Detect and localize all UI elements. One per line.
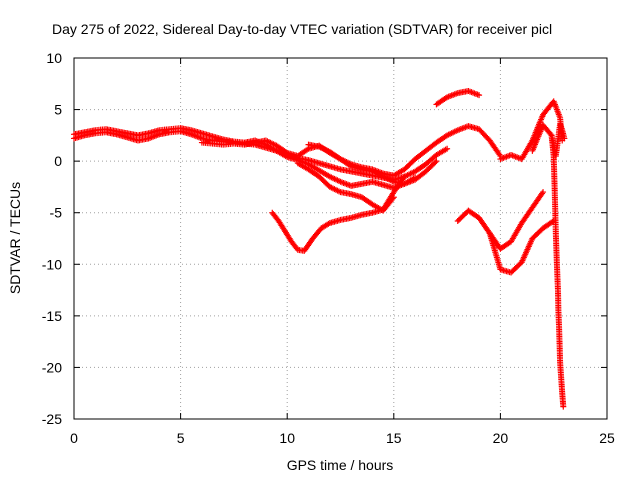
x-tick-label: 25: [599, 430, 615, 446]
axis-ticks: 0 5 10 15 20 25 10 5 0 -5 -10 -15 -20 -25: [42, 50, 615, 446]
y-axis-title: SDTVAR / TECUs: [7, 182, 23, 294]
x-tick-label: 0: [70, 430, 78, 446]
y-tick-label: -25: [42, 411, 62, 427]
series-track-b: [71, 125, 419, 191]
data-point: [432, 159, 439, 166]
y-tick-label: -20: [42, 359, 62, 375]
x-tick-label: 5: [177, 430, 185, 446]
data-point: [304, 146, 311, 153]
data-point: [476, 92, 483, 99]
x-tick-label: 10: [279, 430, 295, 446]
y-tick-label: 5: [54, 102, 62, 118]
series-track-g: [433, 88, 483, 108]
grid: [74, 58, 607, 419]
y-tick-label: -10: [42, 256, 62, 272]
series-track-j: [497, 98, 566, 163]
data-point: [401, 173, 408, 180]
chart-title: Day 275 of 2022, Sidereal Day-to-day VTE…: [52, 21, 552, 37]
data-point: [433, 158, 440, 165]
y-tick-label: -5: [50, 205, 63, 221]
series-track-f: [294, 160, 397, 214]
data-marks: [71, 88, 568, 410]
x-axis-title: GPS time / hours: [287, 457, 394, 473]
series-track-l: [548, 132, 567, 410]
series-track-d: [305, 141, 440, 187]
data-point: [560, 403, 567, 410]
data-point: [547, 131, 554, 138]
y-tick-label: 10: [46, 50, 62, 66]
data-point: [389, 195, 396, 202]
data-point: [549, 218, 556, 225]
data-point: [444, 145, 451, 152]
data-point: [390, 194, 397, 201]
y-tick-label: -15: [42, 308, 62, 324]
data-point: [346, 162, 353, 169]
data-point: [540, 189, 547, 196]
x-tick-label: 15: [386, 430, 402, 446]
data-point: [282, 148, 289, 155]
x-tick-label: 20: [493, 430, 509, 446]
plot-frame: [73, 57, 608, 420]
data-point: [561, 135, 568, 142]
y-tick-label: 0: [54, 153, 62, 169]
